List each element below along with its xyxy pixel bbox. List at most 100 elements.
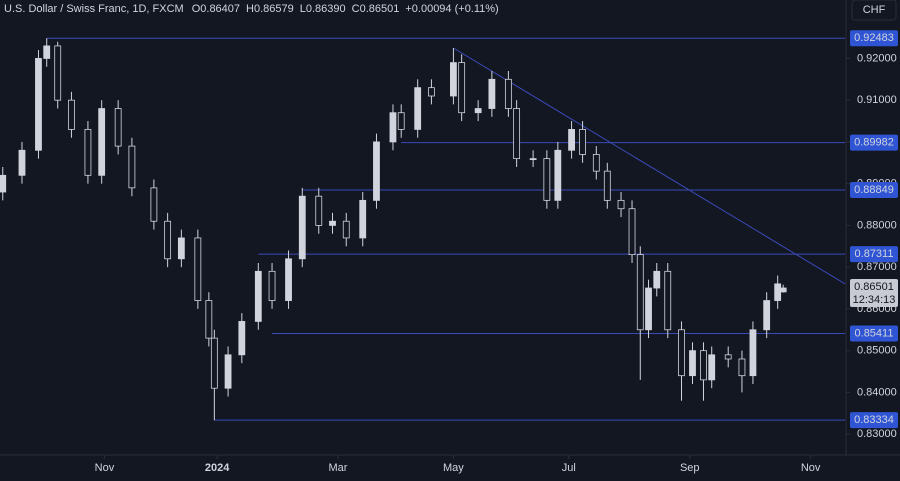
candle-body bbox=[298, 195, 306, 260]
candle-body bbox=[636, 254, 644, 331]
level-label: 0.87311 bbox=[855, 248, 894, 260]
candle-body bbox=[428, 87, 435, 97]
candle-body bbox=[529, 158, 537, 161]
x-tick-label: Nov bbox=[801, 462, 821, 474]
level-label-box bbox=[850, 412, 898, 429]
countdown: 12:34:13 bbox=[853, 294, 896, 306]
candle-body bbox=[238, 321, 246, 356]
x-tick-label: 2024 bbox=[205, 462, 230, 474]
level-label: 0.88849 bbox=[854, 184, 894, 196]
x-tick-label: May bbox=[443, 462, 464, 474]
candle-body bbox=[700, 350, 707, 381]
candle-body bbox=[35, 58, 42, 151]
y-tick-label: 0.88000 bbox=[857, 219, 897, 231]
candle-body bbox=[664, 270, 672, 331]
ohlc-letter: H bbox=[246, 3, 254, 15]
candle-body bbox=[359, 199, 367, 239]
candle-body bbox=[150, 187, 158, 222]
candle-body bbox=[513, 108, 521, 160]
candle-body bbox=[210, 337, 218, 389]
level-label: 0.85411 bbox=[855, 327, 894, 339]
level-label-box bbox=[850, 134, 898, 151]
candle-body bbox=[68, 99, 75, 130]
candle-body bbox=[54, 45, 62, 101]
candle-body bbox=[205, 300, 213, 339]
candle-body bbox=[474, 108, 482, 114]
level-label-box bbox=[850, 181, 898, 198]
y-tick-label: 0.92000 bbox=[857, 52, 897, 64]
y-tick-label: 0.85000 bbox=[857, 345, 897, 357]
level-label-box bbox=[850, 30, 898, 47]
candle-body bbox=[488, 78, 496, 109]
candle-body bbox=[414, 87, 422, 130]
candle-body bbox=[628, 208, 636, 256]
candle-body bbox=[738, 358, 746, 377]
candle-body bbox=[315, 195, 323, 226]
x-tick-label: Sep bbox=[680, 462, 700, 474]
candle-body bbox=[342, 220, 350, 239]
candle-body bbox=[389, 112, 397, 143]
candle-body bbox=[724, 354, 732, 360]
y-tick-label: 0.87000 bbox=[857, 261, 897, 273]
candle-body bbox=[603, 170, 611, 201]
candle-body bbox=[653, 270, 661, 289]
candle-body bbox=[114, 108, 122, 147]
candle-body bbox=[285, 258, 292, 301]
symbol-title: U.S. Dollar / Swiss Franc, 1D, FXCM bbox=[4, 3, 184, 15]
currency-box[interactable] bbox=[851, 0, 897, 21]
candle-body bbox=[194, 237, 202, 301]
price-tag bbox=[850, 278, 898, 307]
ohlc-letter: O bbox=[192, 3, 201, 15]
candle-body bbox=[543, 158, 551, 201]
candle-body bbox=[18, 149, 26, 176]
candle-body bbox=[224, 354, 232, 389]
candle-body bbox=[617, 199, 625, 210]
x-tick-label: Nov bbox=[95, 462, 115, 474]
ohlc-value: 0.86579 bbox=[254, 3, 294, 15]
ohlc-value: 0.86407 bbox=[200, 3, 240, 15]
level-label: 0.83334 bbox=[854, 414, 894, 426]
candle-body bbox=[763, 300, 771, 331]
candle-body bbox=[98, 108, 106, 176]
level-label-box bbox=[850, 325, 898, 342]
change: +0.00094 (+0.11%) bbox=[405, 3, 498, 15]
candle-body bbox=[779, 287, 787, 293]
header: U.S. Dollar / Swiss Franc, 1D, FXCM O0.86… bbox=[4, 3, 499, 15]
candle-body bbox=[504, 78, 512, 109]
candle-body bbox=[568, 129, 575, 151]
candle-body bbox=[84, 129, 92, 176]
ohlc-value: 0.86501 bbox=[360, 3, 400, 15]
candle-body bbox=[689, 350, 696, 377]
candle-body bbox=[254, 270, 262, 322]
candle-body bbox=[329, 220, 336, 226]
ohlc-letter: C bbox=[352, 3, 360, 15]
candle-body bbox=[128, 145, 136, 189]
candle-body bbox=[458, 62, 466, 114]
candle-body bbox=[373, 141, 380, 201]
candle-body bbox=[592, 154, 600, 172]
candle-body bbox=[43, 45, 51, 59]
ohlc-letter: L bbox=[300, 3, 306, 15]
level-label: 0.89982 bbox=[854, 137, 894, 149]
trendline bbox=[453, 47, 846, 285]
candle-body bbox=[0, 174, 7, 193]
candle-body bbox=[579, 129, 586, 155]
ohlc-value: 0.86390 bbox=[306, 3, 346, 15]
y-tick-label: 0.83000 bbox=[857, 428, 897, 440]
price-tag-value: 0.86501 bbox=[854, 281, 894, 293]
candle-body bbox=[645, 287, 652, 331]
x-tick-label: Mar bbox=[329, 462, 348, 474]
candle-body bbox=[708, 354, 716, 381]
candle-body bbox=[749, 329, 757, 377]
y-tick-label: 0.84000 bbox=[857, 386, 897, 398]
level-label: 0.92483 bbox=[854, 32, 894, 44]
candle-body bbox=[164, 220, 172, 260]
x-tick-label: Jul bbox=[562, 462, 576, 474]
candle-body bbox=[678, 329, 685, 377]
candle-body bbox=[450, 62, 457, 97]
y-tick-label: 0.91000 bbox=[857, 94, 897, 106]
candle-body bbox=[397, 112, 405, 130]
currency: CHF bbox=[863, 4, 886, 16]
